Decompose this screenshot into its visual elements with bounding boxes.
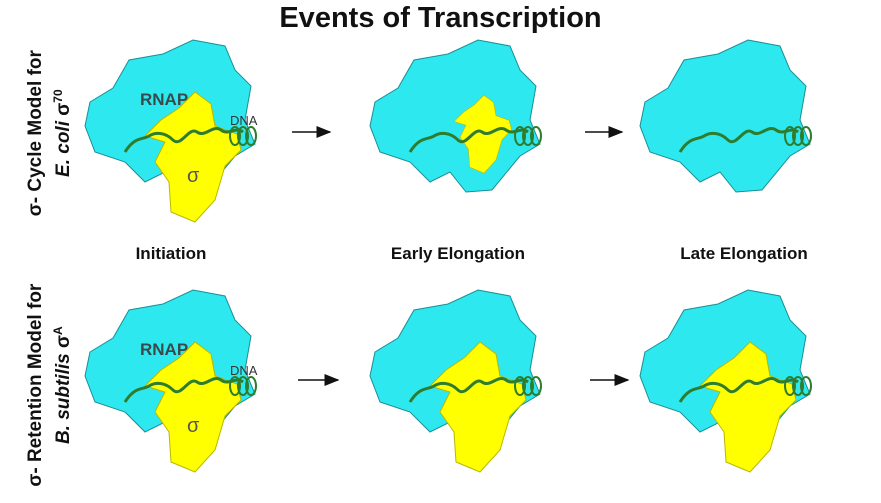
dna-coil bbox=[229, 126, 241, 146]
dna-coil bbox=[245, 376, 257, 396]
sigma-subunit bbox=[429, 341, 527, 473]
dna-label: DNA bbox=[230, 113, 258, 128]
panel-row2-late-elongation bbox=[639, 289, 812, 473]
sigma-subunit bbox=[144, 91, 242, 223]
dna-coil bbox=[229, 376, 241, 396]
dna-coil bbox=[237, 376, 249, 396]
rnap-surface bbox=[639, 39, 811, 193]
dna-coil bbox=[800, 376, 812, 396]
panel-row1-early-elongation bbox=[369, 39, 542, 193]
dna-helix bbox=[123, 127, 244, 153]
panel-row2-early-elongation bbox=[369, 289, 542, 473]
dna-coil bbox=[792, 376, 804, 396]
rnap-surface bbox=[369, 39, 541, 193]
sigma-label: σ bbox=[187, 415, 200, 437]
rnap-label: RNAP bbox=[140, 90, 188, 109]
dna-coil bbox=[522, 376, 534, 396]
dna-coil bbox=[800, 126, 812, 146]
dna-coil bbox=[514, 126, 526, 146]
stage-label-early-elongation: Early Elongation bbox=[390, 244, 526, 263]
panel-row1-late-elongation bbox=[639, 39, 812, 193]
dna-coil bbox=[245, 126, 257, 146]
dna-coil bbox=[237, 126, 249, 146]
dna-label: DNA bbox=[230, 363, 258, 378]
dna-coil bbox=[784, 376, 796, 396]
dna-coil bbox=[522, 126, 534, 146]
sigma-subunit bbox=[699, 341, 797, 473]
dna-coil bbox=[514, 376, 526, 396]
figure-title: Events of Transcription bbox=[279, 2, 602, 34]
dna-helix bbox=[678, 127, 799, 153]
panel-row1-initiation: RNAP DNA σ bbox=[84, 39, 258, 223]
sigma-label: σ bbox=[187, 165, 200, 187]
dna-helix bbox=[678, 377, 799, 403]
rnap-label: RNAP bbox=[140, 340, 188, 359]
panel-row2-initiation: RNAP DNA σ bbox=[84, 289, 258, 473]
stage-label-late-elongation: Late Elongation bbox=[680, 244, 808, 263]
dna-coil bbox=[530, 126, 542, 146]
stage-label-initiation: Initiation bbox=[135, 244, 207, 263]
dna-coil bbox=[530, 376, 542, 396]
dna-helix bbox=[408, 127, 529, 153]
dna-helix bbox=[123, 377, 244, 403]
dna-helix bbox=[408, 377, 529, 403]
dna-coil bbox=[784, 126, 796, 146]
sigma-subunit bbox=[144, 341, 242, 473]
dna-coil bbox=[792, 126, 804, 146]
